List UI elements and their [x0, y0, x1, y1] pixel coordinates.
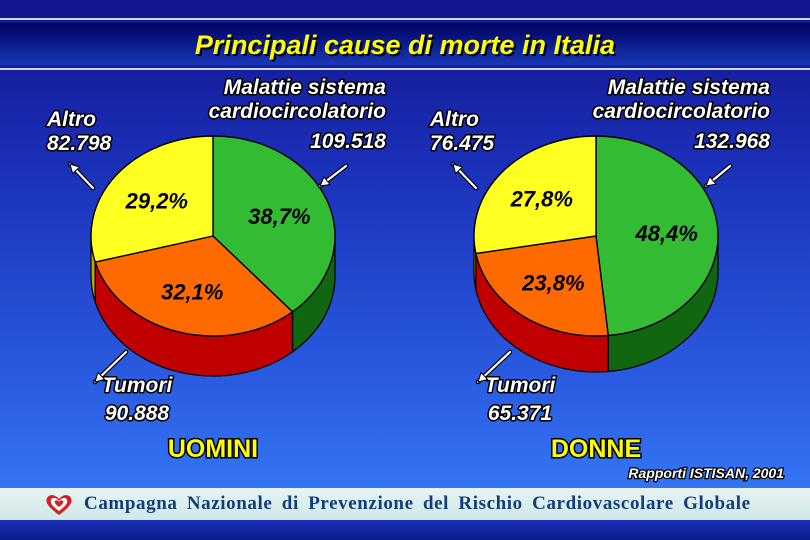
altro-arrowhead: [452, 163, 464, 175]
label-tumori: Tumori: [485, 374, 557, 397]
pie-slice-cardio: [212, 135, 336, 313]
pie-title-donne: DONNE: [551, 435, 641, 463]
label-altro: Altro: [46, 108, 96, 131]
pie-chart-donne: 48,4% 23,8% 27,8% Malattie sistemacardiocir…: [428, 75, 772, 465]
pie-chart-uomini: 38,7% 32,1% 29,2% Malattie sistemacardiocir…: [45, 75, 388, 465]
cardio-arrowhead: [319, 175, 331, 187]
footer-band: Campagna Nazionale di Prevenzione del Ri…: [0, 488, 810, 520]
label-altro: Altro: [429, 108, 479, 131]
pie-slice-cardio: [595, 135, 719, 337]
pct-label-cardio: 48,4%: [634, 221, 697, 246]
pie-slice-altro: [90, 135, 214, 263]
footer-text: Campagna Nazionale di Prevenzione del Ri…: [84, 493, 751, 514]
label-cardio-line: Malattie sistema: [608, 76, 771, 99]
pct-label-altro: 29,2%: [125, 189, 188, 214]
footer-bottom-band: [0, 520, 810, 540]
count-altro: 76.475: [430, 132, 495, 155]
cardio-arrowhead: [705, 175, 717, 187]
pie-slice-altro: [473, 135, 597, 255]
heart-ribbon-icon: [46, 495, 72, 515]
count-altro: 82.798: [47, 132, 112, 155]
count-cardio: 132.968: [694, 130, 770, 153]
pct-label-altro: 27,8%: [510, 187, 573, 212]
tumori-arrowhead: [477, 371, 489, 383]
altro-arrowhead: [69, 163, 81, 175]
title-underline: [0, 68, 810, 70]
label-tumori: Tumori: [102, 374, 174, 397]
tumori-arrowhead: [94, 371, 106, 383]
pie-slice-tumori: [94, 235, 294, 337]
title-bar: [0, 23, 810, 65]
count-tumori: 65.371: [488, 402, 552, 425]
slide-title: Principali cause di morte in Italia: [194, 30, 616, 60]
label-cardio-line: cardiocircolatorio: [209, 100, 387, 123]
label-cardio-line: cardiocircolatorio: [593, 100, 771, 123]
pie-title-uomini: UOMINI: [168, 435, 258, 463]
source-citation: Rapporti ISTISAN, 2001: [628, 465, 784, 481]
label-cardio-line: Malattie sistema: [224, 76, 387, 99]
top-rule: [0, 18, 810, 20]
pct-label-cardio: 38,7%: [248, 204, 310, 229]
pct-label-tumori: 23,8%: [521, 270, 584, 295]
pie-slice-tumori: [475, 235, 610, 337]
pct-label-tumori: 32,1%: [161, 279, 223, 304]
footer: Campagna Nazionale di Prevenzione del Ri…: [0, 488, 810, 540]
count-cardio: 109.518: [310, 130, 386, 153]
count-tumori: 90.888: [105, 402, 170, 425]
